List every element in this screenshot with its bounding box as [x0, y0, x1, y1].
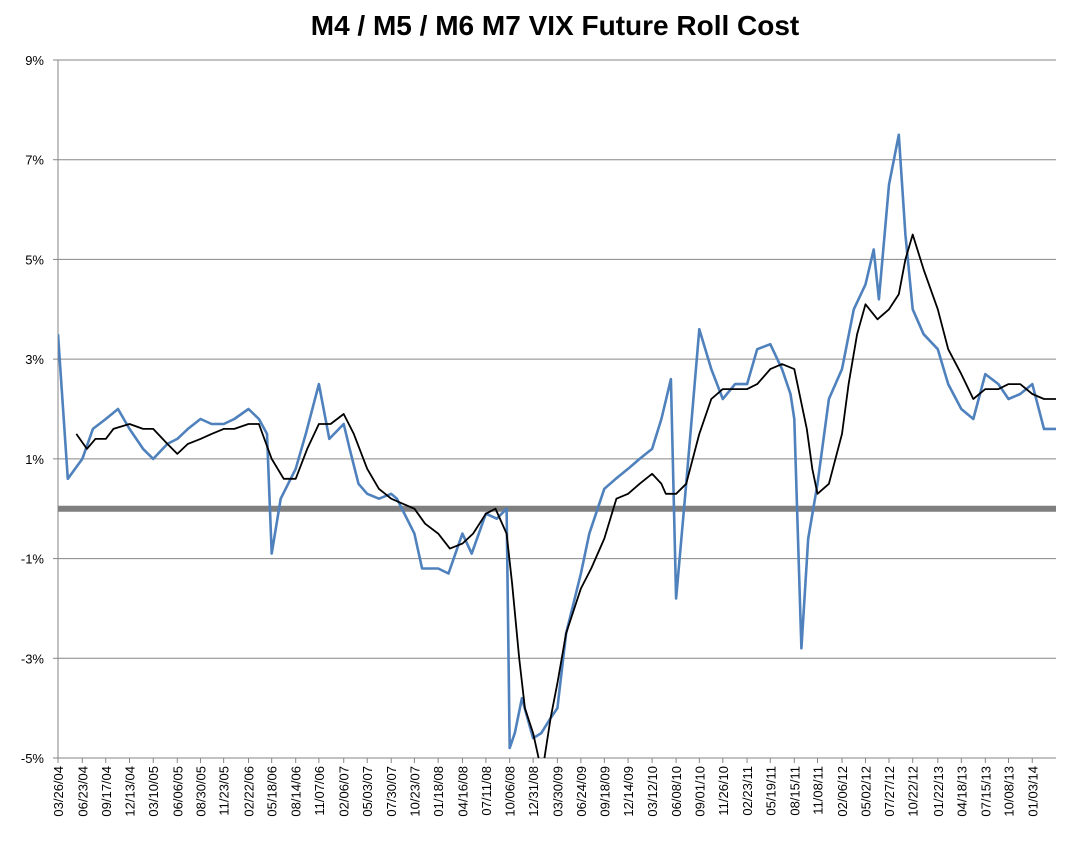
x-tick-label: 05/02/12 [859, 766, 874, 817]
x-tick-label: 08/30/05 [193, 766, 208, 817]
moving-average-series-line [75, 233, 1056, 758]
x-tick-label: 08/14/06 [289, 766, 304, 817]
series-lines [58, 133, 1056, 758]
x-tick-label: 12/31/08 [526, 766, 541, 817]
x-tick-label: 09/18/09 [597, 766, 612, 817]
x-tick-label: 06/06/05 [170, 766, 185, 817]
x-tick-label: 05/19/11 [763, 766, 778, 816]
y-tick-label: 7% [25, 153, 44, 168]
y-tick-labels: 9% 7% 5% 3% 1% -1% -3% -5% [21, 53, 45, 766]
x-tick-labels: 03/26/04 06/23/04 09/17/04 12/13/04 03/10/05… [51, 766, 1040, 817]
x-tick-label: 01/22/13 [931, 766, 946, 817]
x-tick-label: 06/23/04 [75, 766, 90, 817]
x-tick-label: 12/14/09 [621, 766, 636, 817]
x-tick-label: 07/11/08 [479, 766, 494, 816]
x-tick-label: 10/06/08 [503, 766, 518, 817]
x-tick-label: 05/18/06 [265, 766, 280, 817]
x-tick-label: 04/18/13 [954, 766, 969, 817]
x-tick-label: 11/08/11 [810, 766, 825, 815]
y-tick-label: 5% [25, 252, 44, 267]
y-tick-label: -1% [21, 552, 45, 567]
x-tick-label: 02/23/11 [740, 766, 755, 816]
x-tick-label: 04/16/08 [455, 766, 470, 817]
roll-cost-series-line [58, 133, 1056, 750]
chart-title: M4 / M5 / M6 M7 VIX Future Roll Cost [310, 10, 800, 41]
x-tick-label: 07/30/07 [384, 766, 399, 817]
y-tick-label: -5% [21, 751, 45, 766]
x-tick-label: 11/07/06 [312, 766, 327, 816]
x-tick-label: 02/06/07 [337, 766, 352, 817]
y-tick-label: 1% [25, 452, 44, 467]
y-tick-label: -3% [21, 651, 45, 666]
y-tick-label: 3% [25, 352, 44, 367]
x-tick-label: 10/08/13 [1002, 766, 1017, 817]
x-tick-label: 10/22/12 [906, 766, 921, 817]
x-tick-label: 09/17/04 [99, 766, 114, 817]
x-tick-label: 06/08/10 [669, 766, 684, 817]
x-tick-label: 02/06/12 [835, 766, 850, 817]
y-tick-label: 9% [25, 53, 44, 68]
x-tick-label: 05/03/07 [360, 766, 375, 817]
x-tick-label: 09/01/10 [692, 766, 707, 817]
x-tick-label: 01/18/08 [431, 766, 446, 817]
x-tick-label: 12/13/04 [123, 766, 138, 817]
grid-lines [58, 59, 1056, 659]
x-tick-label: 07/15/13 [978, 766, 993, 817]
x-tick-label: 03/30/09 [550, 766, 565, 817]
chart-axes [53, 59, 1056, 763]
x-tick-label: 11/26/10 [716, 766, 731, 816]
x-tick-label: 03/26/04 [51, 766, 66, 817]
x-tick-label: 01/03/14 [1025, 766, 1040, 817]
x-tick-label: 10/23/07 [407, 766, 422, 817]
x-tick-label: 03/12/10 [645, 766, 660, 817]
x-tick-label: 02/22/06 [241, 766, 256, 817]
x-tick-label: 07/27/12 [882, 766, 897, 817]
x-tick-label: 06/24/09 [574, 766, 589, 817]
x-tick-label: 08/15/11 [787, 766, 802, 816]
x-tick-label: 11/23/05 [217, 766, 232, 816]
x-tick-label: 03/10/05 [146, 766, 161, 817]
